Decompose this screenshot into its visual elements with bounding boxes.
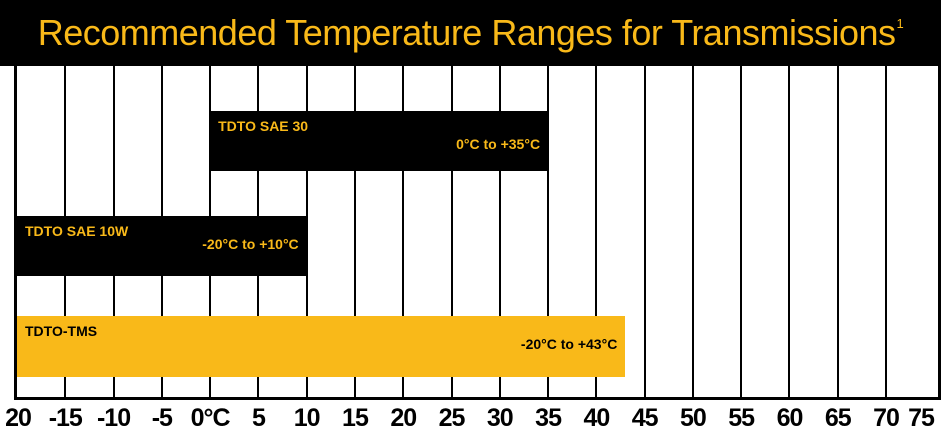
gridline	[305, 66, 308, 400]
x-tick-label: 10	[293, 404, 321, 432]
x-tick-label: 15	[342, 404, 369, 432]
title-bar	[0, 0, 941, 66]
plot-left-border	[14, 66, 17, 400]
bar-name-label: TDTO-TMS	[25, 323, 98, 339]
bar-name-label: TDTO SAE 10W	[25, 223, 129, 239]
x-tick-label: 5	[251, 404, 266, 432]
x-tick-label: 45	[631, 404, 659, 432]
range-bar-tdto-tms: TDTO-TMS -20°C to +43°C	[17, 316, 626, 377]
chart-title-text: Recommended Temperature Ranges for Trans…	[37, 12, 896, 53]
x-tick-label: 55	[728, 404, 755, 432]
x-tick-label: -10	[96, 404, 131, 432]
bar-range-label: -20°C to +43°C	[520, 336, 618, 352]
chart-title-footnote: 1	[896, 15, 904, 31]
x-tick-label: 30	[486, 404, 514, 432]
x-tick-label: 35	[535, 404, 562, 432]
gridline	[595, 66, 598, 400]
gridline	[740, 66, 743, 400]
plot-bottom-border	[14, 397, 941, 400]
bar-name-label: TDTO SAE 30	[218, 118, 309, 134]
x-tick-label: 20	[390, 404, 417, 432]
range-bar-tdto-sae-10w: TDTO SAE 10W -20°C to +10°C	[17, 216, 307, 276]
x-tick-label: -5	[151, 404, 173, 432]
x-tick-label: 20	[5, 404, 32, 432]
x-tick-label: 60	[776, 404, 804, 432]
x-tick-label: 75	[908, 404, 935, 432]
plot-right-border	[938, 66, 941, 400]
bar-range-label: 0°C to +35°C	[456, 136, 541, 152]
x-tick-label: -15	[48, 404, 83, 432]
gridline	[836, 66, 839, 400]
gridline	[547, 66, 550, 400]
gridline	[885, 66, 888, 400]
gridline	[788, 66, 791, 400]
x-tick-label: 25	[438, 404, 466, 432]
x-tick-label: 0°C	[190, 404, 231, 432]
gridline	[353, 66, 356, 400]
x-tick-label: 50	[680, 404, 707, 432]
gridline	[402, 66, 405, 400]
gridline	[643, 66, 646, 400]
x-tick-label: 40	[583, 404, 610, 432]
gridline	[450, 66, 453, 400]
chart-title: Recommended Temperature Ranges for Trans…	[0, 0, 941, 66]
gridline	[691, 66, 694, 400]
bar-range-label: -20°C to +10°C	[202, 236, 299, 252]
x-tick-label: 65	[824, 404, 852, 432]
range-bar-tdto-sae-30: TDTO SAE 30 0°C to +35°C	[210, 111, 549, 171]
gridline	[498, 66, 501, 400]
x-tick-label: 70	[873, 404, 900, 432]
